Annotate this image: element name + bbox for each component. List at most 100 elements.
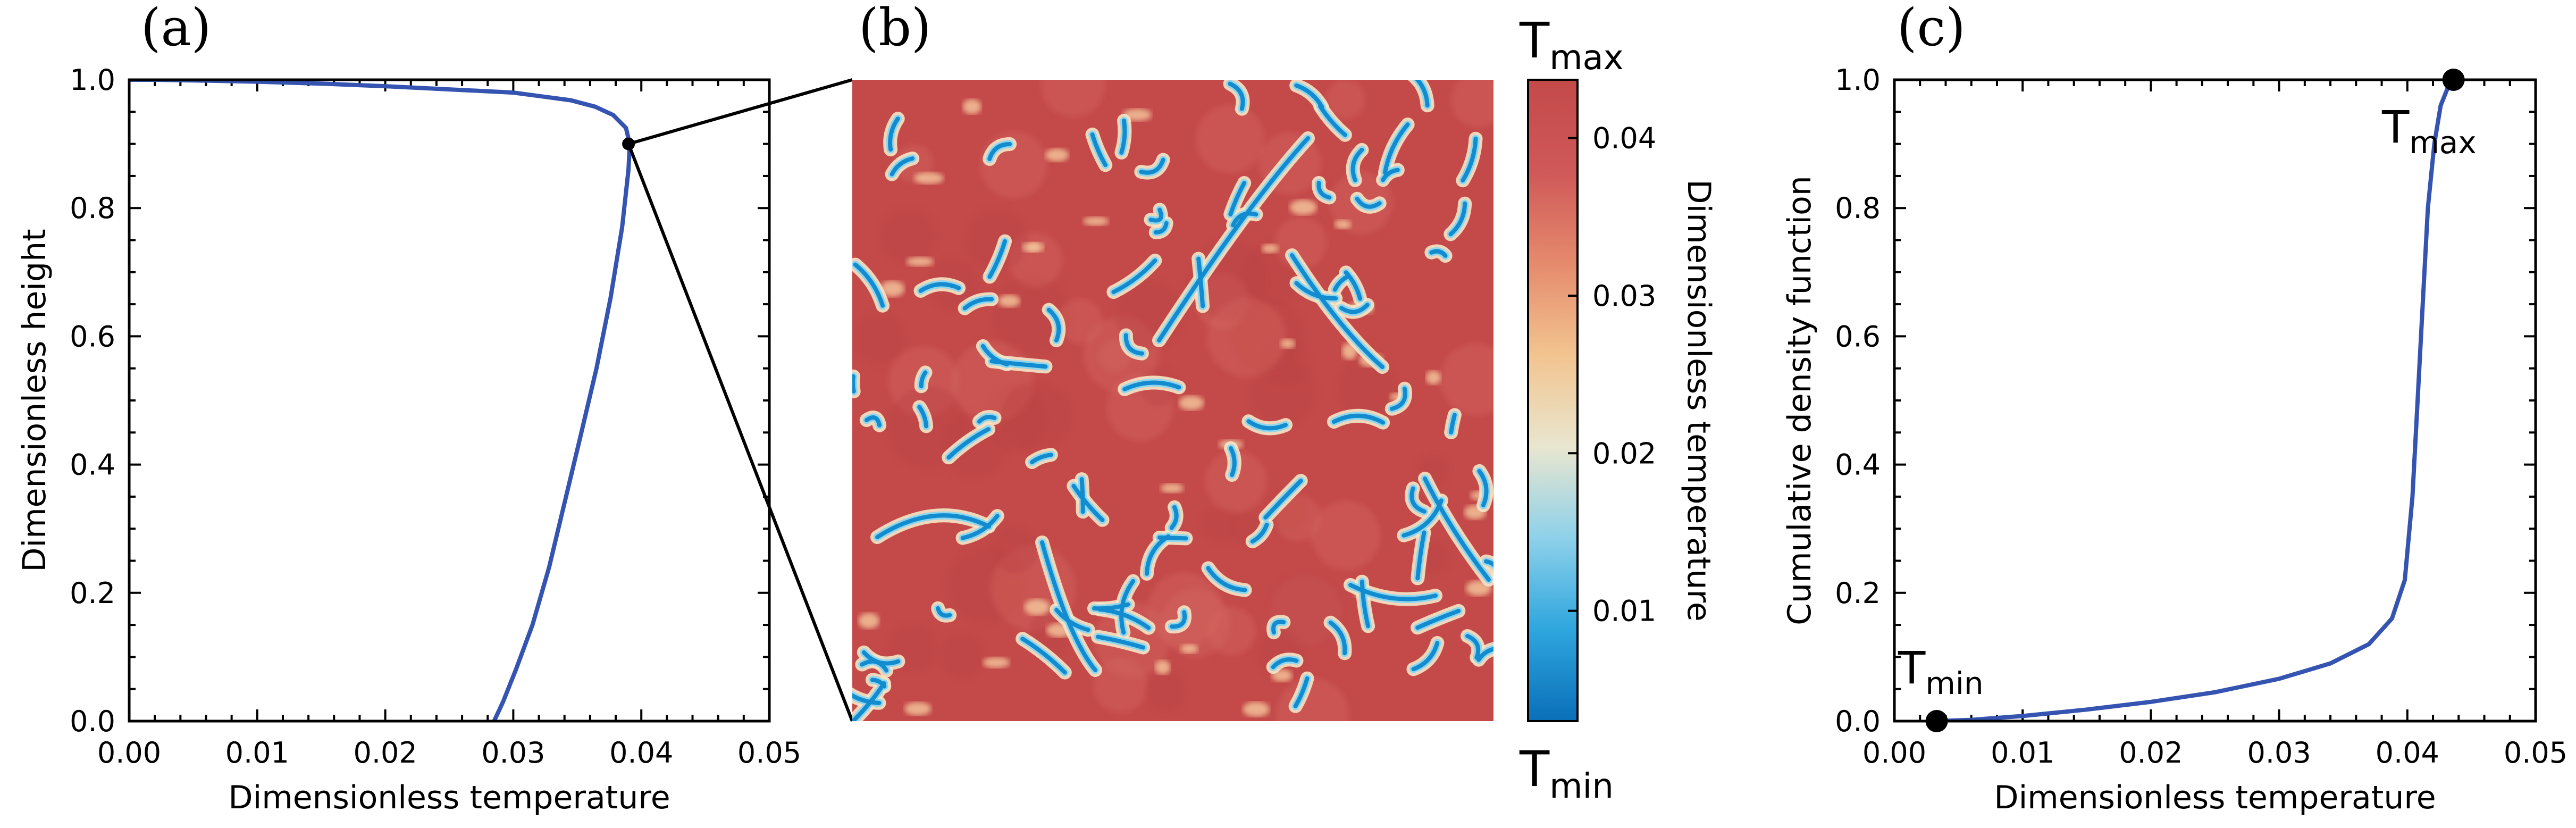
- panel-a-tick-labels: 0.00 0.01 0.02 0.03 0.04 0.05 0.0 0.2 0.4 0.6 0.8 1…: [70, 63, 801, 770]
- panel-b-warm-spot: [1083, 216, 1109, 226]
- panel-b-plume-core: [1381, 168, 1400, 182]
- panel-b-warm-spot: [983, 657, 1010, 668]
- panel-c-tmin-label: Tmin: [1898, 642, 1984, 701]
- panel-b-plume-core: [1020, 637, 1067, 675]
- panel-a-frame: [128, 78, 771, 723]
- panel-a-x-axis-label: Dimensionless temperature: [228, 779, 670, 816]
- panel-b-plume-core: [1350, 147, 1364, 182]
- zoom-connector-top: [628, 78, 853, 146]
- panel-b-plume-core: [1071, 483, 1105, 522]
- panel-a-x-tick-label: 0.03: [481, 736, 545, 770]
- panel-b-plume-core: [1122, 380, 1181, 391]
- panel-b-warm-spot: [1280, 339, 1296, 349]
- panel-b-plume-core: [1157, 535, 1188, 541]
- panel-b-plume-core: [1328, 620, 1347, 656]
- panel-b-warm-spot: [1289, 199, 1317, 215]
- panel-b-label: (b): [859, 0, 931, 57]
- panel-c-y-axis-label: Cumulative density function: [1781, 175, 1818, 625]
- panel-a-y-tick-label: 0.2: [70, 576, 115, 610]
- panel-c-x-tick-label: 0.01: [1991, 736, 2054, 770]
- zoom-connector-bottom: [627, 143, 854, 722]
- panel-a-y-tick-label: 0.6: [70, 320, 115, 353]
- panel-b-plume-core: [936, 606, 952, 618]
- panel-b-blob: [1205, 450, 1267, 512]
- panel-b-plume-core: [1139, 157, 1165, 175]
- panel-b-warm-spot: [1154, 660, 1171, 675]
- panel-b-plume-core: [1111, 258, 1157, 295]
- panel-b-warm-spot: [1180, 643, 1198, 654]
- panel-a-y-tick-label: 0.8: [70, 191, 115, 225]
- panel-b-plume-core: [1097, 607, 1151, 630]
- panel-b-blob: [1196, 104, 1265, 173]
- panel-c-cdf-line: [1936, 80, 2455, 721]
- panel-b-warm-spot: [1334, 220, 1352, 229]
- panel-b-blob: [1093, 658, 1148, 713]
- panel-b-plume-core: [1096, 634, 1146, 650]
- panel-c-tmin-main: T: [1898, 642, 1926, 694]
- panel-a-y-tick-label: 1.0: [70, 63, 115, 97]
- panel-b-plume-core: [1119, 579, 1136, 635]
- panel-b-plume-core: [1339, 303, 1370, 314]
- panel-b-blob: [1041, 80, 1106, 118]
- panel-b-plume-core: [1206, 566, 1247, 592]
- panel-b-warm-spot: [880, 280, 905, 297]
- panel-c-y-tick-label: 0.8: [1835, 191, 1881, 225]
- panel-b-plume-core: [1415, 530, 1427, 581]
- panel-b-plume-core: [1148, 207, 1163, 223]
- panel-b-plume-core: [918, 282, 961, 293]
- panel-b-plume-core: [860, 659, 889, 673]
- panel-c-x-tick-label: 0.03: [2247, 736, 2311, 770]
- panel-b-plume-core: [946, 427, 991, 460]
- panel-b-plume-core: [1263, 479, 1303, 520]
- panel-b-plume-core: [1157, 136, 1310, 342]
- panel-b-plume-core: [1355, 196, 1382, 209]
- panel-b-blob: [1144, 670, 1187, 713]
- panel-b-warm-spot: [1178, 395, 1204, 411]
- colorbar-gradient: [1527, 79, 1579, 722]
- panel-c-x-tick-label: 0.05: [2504, 736, 2567, 770]
- panel-c-tmax-marker: [2442, 69, 2465, 91]
- panel-b-plume-core: [1294, 281, 1338, 301]
- panel-b-plume-core: [1477, 469, 1489, 508]
- panel-b-plume-core: [1246, 419, 1288, 431]
- panel-b-plume-core: [864, 415, 882, 428]
- panel-b-plume-core: [1046, 307, 1061, 342]
- panel-b-plume-core: [962, 297, 994, 311]
- colorbar-tmax-sub: max: [1549, 38, 1623, 78]
- panel-c-x-tick-label: 0.02: [2119, 736, 2183, 770]
- panel-b-plume-core: [1231, 211, 1258, 228]
- panel-b-warm-spot: [1425, 370, 1441, 385]
- panel-b-plume-core: [890, 156, 915, 177]
- panel-b-plume-core: [1169, 610, 1187, 629]
- panel-b-blob: [991, 525, 1039, 574]
- panel-c-x-tick-label: 0.04: [2376, 736, 2439, 770]
- panel-b-plume-core: [977, 415, 997, 424]
- panel-b-plume-core: [1484, 559, 1493, 568]
- panel-c-y-tick-label: 1.0: [1835, 63, 1881, 97]
- panel-b-plume-core: [852, 681, 886, 721]
- colorbar-tmax-label: Tmax: [1519, 12, 1624, 78]
- colorbar-title: Dimensionless temperature: [1680, 179, 1717, 621]
- panel-b-plume-core: [1030, 453, 1053, 464]
- panel-a-x-tick-label: 0.04: [609, 736, 673, 770]
- panel-a-y-tick-label: 0.4: [70, 448, 115, 482]
- panel-b-plume-core: [1465, 634, 1481, 660]
- panel-a-x-tick-label: 0.02: [353, 736, 417, 770]
- panel-b-plume-core: [1461, 136, 1478, 183]
- panel-b-plume-core: [1423, 476, 1491, 582]
- panel-b-plume-core: [1389, 386, 1407, 411]
- panel-b-plume-core: [1169, 505, 1179, 530]
- panel-b-plume-core: [1271, 620, 1286, 635]
- panel-b-plume-core: [853, 262, 885, 308]
- panel-b-warm-spot: [1022, 242, 1038, 253]
- panel-c-y-tick-label: 0.0: [1835, 705, 1881, 738]
- panel-b-plume-core: [1409, 486, 1427, 514]
- panel-b-blob: [853, 312, 907, 365]
- colorbar: 0.01 0.02 0.03 0.04 Tmax Tmin Dimensionless…: [1519, 12, 1717, 806]
- panel-b-plume-core: [1476, 647, 1493, 662]
- panel-c-x-axis-label: Dimensionless temperature: [1994, 779, 2436, 816]
- panel-b-blob: [1201, 506, 1238, 543]
- panel-b-plume-core: [1316, 180, 1332, 200]
- panel-c-tmax-label: Tmax: [2381, 101, 2477, 161]
- panel-b-plume-core: [919, 370, 928, 389]
